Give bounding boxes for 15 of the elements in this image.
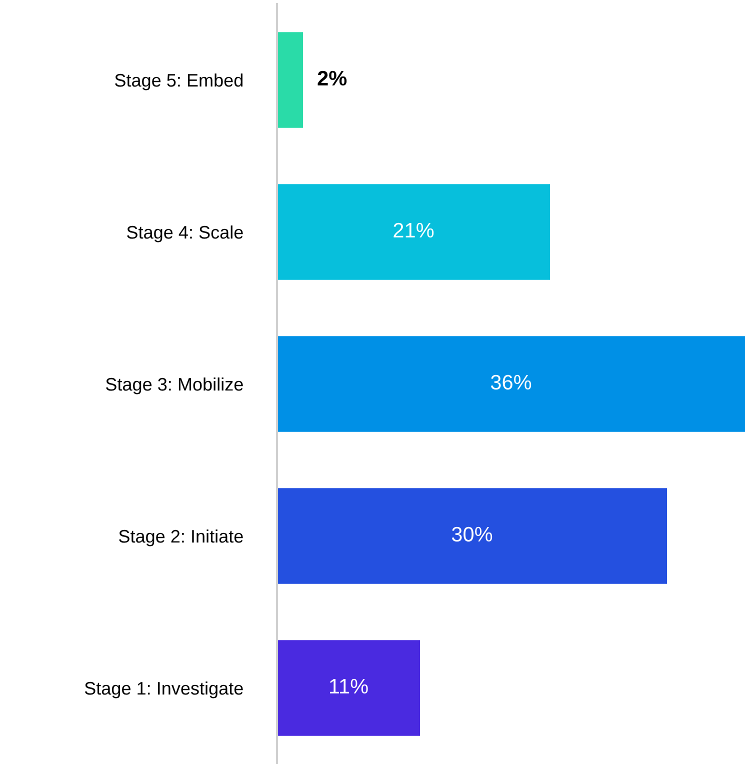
y-tick-label: Stage 2: Initiate — [119, 529, 243, 546]
data-label: 21% — [394, 222, 434, 238]
bar — [277, 488, 667, 584]
bar — [277, 32, 303, 128]
bar — [277, 640, 420, 736]
bar — [277, 184, 550, 280]
y-tick-label: Stage 1: Investigate — [84, 681, 243, 698]
y-tick-label: Stage 4: Scale — [127, 225, 243, 242]
data-label: 11% — [330, 678, 368, 694]
data-label: 36% — [490, 374, 532, 390]
y-tick-label: Stage 5: Embed — [115, 73, 243, 90]
data-label: 30% — [452, 526, 492, 542]
data-label: 2% — [318, 70, 347, 86]
bar — [277, 336, 745, 432]
y-tick-label: Stage 3: Mobilize — [106, 377, 243, 394]
